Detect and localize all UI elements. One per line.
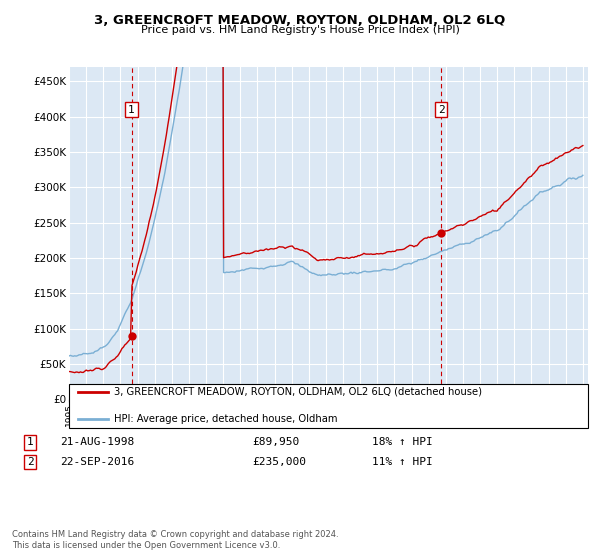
Text: 1: 1 <box>128 105 135 115</box>
Text: 3, GREENCROFT MEADOW, ROYTON, OLDHAM, OL2 6LQ (detached house): 3, GREENCROFT MEADOW, ROYTON, OLDHAM, OL… <box>114 387 482 397</box>
Text: Price paid vs. HM Land Registry's House Price Index (HPI): Price paid vs. HM Land Registry's House … <box>140 25 460 35</box>
Text: 1: 1 <box>26 437 34 447</box>
Text: This data is licensed under the Open Government Licence v3.0.: This data is licensed under the Open Gov… <box>12 541 280 550</box>
Text: 11% ↑ HPI: 11% ↑ HPI <box>372 457 433 467</box>
Text: £235,000: £235,000 <box>252 457 306 467</box>
Text: 18% ↑ HPI: 18% ↑ HPI <box>372 437 433 447</box>
Text: 2: 2 <box>438 105 445 115</box>
Text: 2: 2 <box>26 457 34 467</box>
Text: Contains HM Land Registry data © Crown copyright and database right 2024.: Contains HM Land Registry data © Crown c… <box>12 530 338 539</box>
Text: £89,950: £89,950 <box>252 437 299 447</box>
Text: 22-SEP-2016: 22-SEP-2016 <box>60 457 134 467</box>
Text: 21-AUG-1998: 21-AUG-1998 <box>60 437 134 447</box>
Text: HPI: Average price, detached house, Oldham: HPI: Average price, detached house, Oldh… <box>114 414 337 424</box>
Text: 3, GREENCROFT MEADOW, ROYTON, OLDHAM, OL2 6LQ: 3, GREENCROFT MEADOW, ROYTON, OLDHAM, OL… <box>94 14 506 27</box>
